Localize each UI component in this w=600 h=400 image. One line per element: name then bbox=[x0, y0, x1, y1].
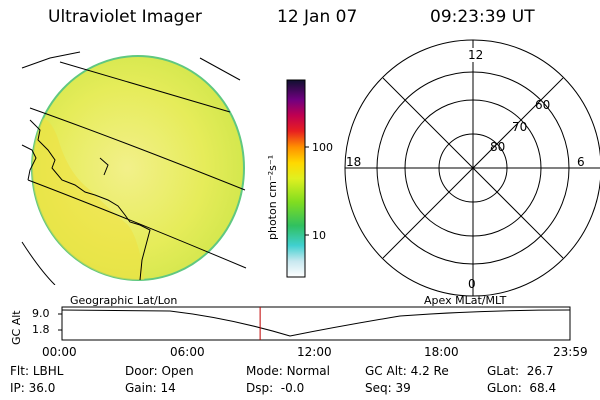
grid-line bbox=[29, 107, 246, 191]
info-filter: Flt: LBHL bbox=[10, 364, 64, 378]
lat-label-70: 70 bbox=[512, 120, 528, 134]
colorbar bbox=[286, 79, 306, 278]
mlt-label-6: 6 bbox=[577, 155, 585, 169]
instrument-title: Ultraviolet Imager bbox=[48, 7, 202, 27]
altitude-curve bbox=[61, 309, 571, 337]
timeline-right-label: Apex MLat/MLT bbox=[424, 294, 507, 307]
image-time: 09:23:39 UT bbox=[430, 7, 535, 27]
colorbar-tick-10: 10 bbox=[312, 229, 326, 242]
mlt-label-0: 0 bbox=[468, 277, 476, 291]
mlt-label-12: 12 bbox=[467, 48, 485, 62]
timeline-xtick-1800: 18:00 bbox=[424, 345, 459, 359]
timeline-xtick-2359: 23:59 bbox=[553, 345, 588, 359]
colorbar-tick-100: 100 bbox=[312, 141, 333, 154]
image-date: 12 Jan 07 bbox=[277, 7, 358, 27]
info-glon: GLon: 68.4 bbox=[487, 381, 557, 395]
lat-label-80: 80 bbox=[490, 140, 506, 154]
mlt-label-18: 18 bbox=[346, 155, 362, 169]
grid-line bbox=[59, 61, 231, 113]
grid-line bbox=[27, 179, 247, 269]
uv-image-panel bbox=[21, 51, 247, 285]
timeline-xtick-0600: 06:00 bbox=[170, 345, 205, 359]
info-door: Door: Open bbox=[125, 364, 194, 378]
info-gain: Gain: 14 bbox=[125, 381, 176, 395]
info-seq: Seq: 39 bbox=[365, 381, 411, 395]
info-ip: IP: 36.0 bbox=[10, 381, 56, 395]
info-gc-alt: GC Alt: 4.2 Re bbox=[365, 364, 449, 378]
timeline-xtick-1200: 12:00 bbox=[297, 345, 332, 359]
timeline-ytick-1-8: 1.8 bbox=[32, 323, 50, 336]
info-glat: GLat: 26.7 bbox=[487, 364, 554, 378]
lat-label-60: 60 bbox=[535, 98, 551, 112]
info-mode: Mode: Normal bbox=[246, 364, 330, 378]
timeline-xtick-0000: 00:00 bbox=[42, 345, 77, 359]
polar-plot bbox=[344, 39, 600, 297]
colorbar-unit-label: photon cm⁻²s⁻¹ bbox=[266, 154, 279, 240]
timeline-left-label: Geographic Lat/Lon bbox=[70, 294, 178, 307]
timeline-ytick-9: 9.0 bbox=[32, 307, 50, 320]
coastline bbox=[29, 119, 151, 281]
info-dsp: Dsp: -0.0 bbox=[246, 381, 305, 395]
timeline-plot bbox=[58, 306, 571, 341]
timeline-y-label: GC Alt bbox=[10, 310, 23, 345]
